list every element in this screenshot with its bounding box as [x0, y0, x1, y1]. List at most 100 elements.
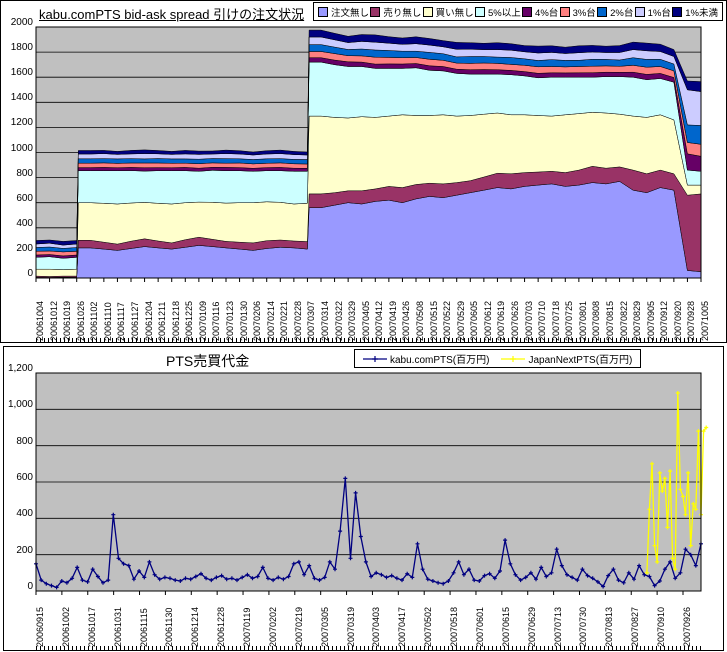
y-tick-label: 2000	[10, 17, 33, 28]
turnover-chart-title: PTS売買代金	[166, 353, 250, 369]
x-tick-label: 20061117	[116, 302, 127, 341]
x-tick-label: 20070319	[345, 606, 356, 647]
legend-item: 3%台	[559, 5, 596, 19]
x-tick-label: 20070426	[401, 300, 412, 341]
legend-label: 売り無し	[383, 7, 422, 19]
legend-label: kabu.comPTS(百万円)	[390, 355, 490, 366]
x-tick-label: 20070123	[225, 300, 235, 341]
x-tick-label: 20070815	[605, 300, 615, 341]
legend-swatch-icon	[672, 6, 683, 17]
y-tick-label: 0	[27, 268, 33, 279]
spread-chart-title: kabu.comPTS bid-ask spread 引けの注文状況	[39, 7, 305, 22]
x-tick-label: 20070322	[333, 300, 344, 341]
x-tick-label: 20070813	[604, 606, 615, 647]
legend-swatch-icon	[422, 6, 433, 17]
x-tick-label: 20070612	[482, 300, 493, 341]
legend-swatch-icon	[522, 6, 533, 17]
x-tick-label: 20070920	[672, 300, 683, 341]
x-tick-label: 20070206	[252, 300, 263, 341]
x-tick-label: 20070515	[428, 300, 439, 341]
legend-label: 注文無し	[331, 7, 370, 19]
legend-line-icon	[363, 355, 387, 362]
x-tick-label: 20070119	[242, 607, 253, 647]
x-tick-label: 20070329	[347, 300, 358, 341]
y-tick-label: 1,200	[7, 363, 33, 374]
x-tick-label: 20061115	[138, 608, 149, 647]
legend-label: JapanNextPTS(百万円)	[528, 355, 633, 366]
y-tick-label: 1200	[10, 117, 33, 129]
x-tick-label: 20061127	[130, 301, 140, 341]
x-tick-label: 20070405	[360, 300, 371, 341]
x-tick-label: 20070926	[682, 606, 692, 647]
legend-item: 4%台	[522, 5, 558, 19]
x-tick-label: 20061204	[143, 300, 154, 341]
x-tick-label: 20070307	[306, 300, 317, 341]
x-tick-label: 20070827	[630, 606, 641, 647]
x-tick-label: 20070629	[526, 606, 537, 647]
x-tick-label: 20070202	[267, 606, 278, 647]
x-tick-label: 20070214	[265, 300, 276, 341]
y-tick-label: 200	[16, 544, 33, 556]
x-tick-label: 20070619	[496, 300, 507, 341]
x-tick-label: 20061110	[102, 302, 113, 341]
x-tick-label: 20070615	[500, 606, 511, 647]
legend-label: 1%台	[647, 7, 671, 19]
spread-chart-plot-area	[35, 26, 702, 282]
legend-item: JapanNextPTS(百万円)	[501, 351, 632, 366]
legend-item: 1%未満	[672, 5, 718, 19]
x-tick-label: 20061228	[216, 606, 227, 647]
y-tick-label: 400	[16, 217, 33, 229]
x-tick-label: 20070305	[319, 606, 330, 647]
turnover-chart-plot-area	[34, 372, 709, 595]
y-tick-label: 200	[16, 242, 33, 254]
y-tick-label: 1800	[10, 42, 33, 54]
x-tick-label: 20070829	[632, 300, 643, 341]
x-tick-label: 20070912	[659, 300, 670, 341]
legend-label: 4%台	[535, 7, 559, 19]
legend-line-icon	[501, 355, 526, 362]
legend-label: 5%以上	[487, 7, 521, 19]
x-tick-label: 20070822	[618, 300, 629, 341]
legend-item: 2%台	[597, 5, 633, 19]
x-tick-label: 20070419	[387, 300, 398, 341]
x-tick-label: 20061225	[184, 300, 195, 341]
legend-label: 2%台	[610, 7, 634, 19]
x-tick-label: 20070219	[293, 606, 304, 647]
legend-label: 買い無し	[435, 7, 474, 19]
x-tick-label: 20061130	[164, 607, 175, 647]
x-tick-label: 20061211	[157, 301, 168, 341]
x-tick-label: 20070314	[320, 300, 330, 341]
legend-item: 1%台	[634, 5, 671, 19]
x-tick-label: 20070808	[591, 300, 602, 341]
x-tick-label: 20061004	[35, 300, 45, 341]
x-tick-label: 20071005	[700, 300, 710, 341]
y-tick-label: 800	[16, 167, 33, 179]
x-tick-label: 20070522	[442, 300, 453, 341]
y-tick-label: 0	[27, 581, 33, 592]
turnover-chart: PTS売買代金 kabu.comPTS(百万円) JapanNextPTS(百万円…	[3, 346, 724, 651]
x-tick-label: 20070626	[510, 300, 520, 341]
spread-chart-legend: 注文無し 売り無し 買い無し 5%以上 4%台 3%台 2%台 1%台 1%未満	[313, 2, 723, 21]
x-tick-label: 20070910	[656, 606, 667, 647]
legend-swatch-icon	[634, 6, 645, 17]
spread-chart: kabu.comPTS bid-ask spread 引けの注文状況 注文無し 売…	[0, 0, 727, 343]
x-tick-label: 20070605	[469, 300, 480, 341]
y-tick-label: 400	[16, 508, 33, 520]
legend-item: kabu.comPTS(百万円)	[363, 351, 489, 366]
legend-item: 買い無し	[422, 5, 474, 19]
x-tick-label: 20061214	[190, 606, 201, 647]
x-tick-label: 20061218	[170, 300, 181, 341]
legend-label: 3%台	[572, 7, 596, 19]
legend-item: 注文無し	[318, 5, 369, 19]
y-tick-label: 600	[16, 472, 33, 483]
legend-item: 5%以上	[474, 5, 521, 19]
y-tick-label: 1000	[10, 142, 33, 154]
x-tick-label: 20061017	[86, 606, 97, 647]
x-tick-label: 20061012	[48, 300, 59, 341]
legend-swatch-icon	[597, 6, 608, 17]
x-tick-label: 20061019	[62, 300, 73, 341]
legend-swatch-icon	[559, 6, 570, 17]
turnover-chart-legend: kabu.comPTS(百万円) JapanNextPTS(百万円)	[354, 349, 642, 368]
x-tick-label: 20070116	[211, 301, 222, 341]
legend-item: 売り無し	[370, 5, 421, 19]
